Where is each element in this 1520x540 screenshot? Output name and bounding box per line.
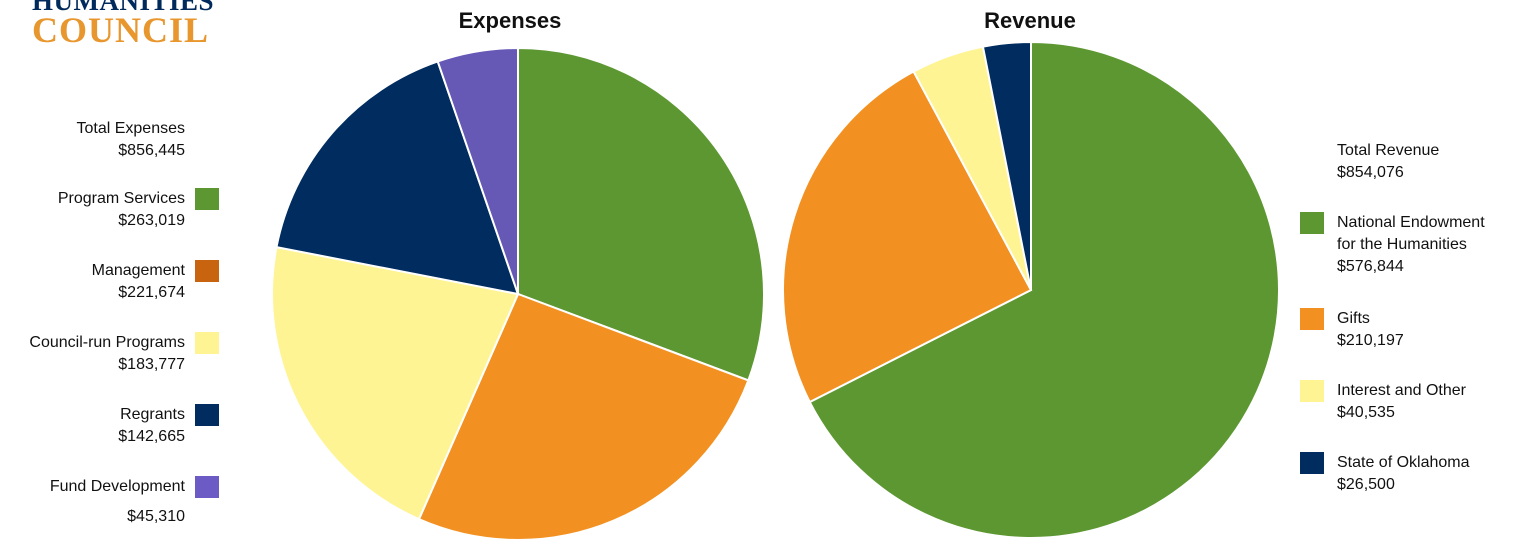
pie-slice-program-services [517,46,765,382]
legend-value-gifts: $210,197 [1337,332,1404,349]
expenses-total-value: $856,445 [118,142,185,159]
legend-label-neh-line2: for the Humanities [1337,236,1467,253]
legend-value-council-run-programs: $183,777 [118,356,185,373]
legend-label-regrants: Regrants [120,406,185,423]
pie-slice-fund-development [436,46,519,295]
expenses-chart-title: Expenses [458,8,562,33]
legend-label-management: Management [91,262,185,279]
logo-line-council: COUNCIL [32,10,210,50]
expenses-pie [271,46,765,540]
legend-label-interest-and-other: Interest and Other [1337,382,1466,399]
legend-value-management: $221,674 [118,284,185,301]
logo: HUMANITIES COUNCIL [32,0,214,51]
expenses-total-label: Total Expenses [76,120,185,137]
legend-swatch-management [195,260,219,282]
legend-label-neh-line1: National Endowment [1337,214,1485,231]
revenue-chart-title: Revenue [984,8,1076,33]
legend-value-interest-and-other: $40,535 [1337,404,1395,421]
legend-swatch-program-services [195,188,219,210]
legend-value-fund-development: $45,310 [127,508,185,525]
legend-swatch-state-of-oklahoma [1300,452,1324,474]
pie-slice-gifts [782,70,1033,404]
revenue-pie [782,40,1280,539]
legend-value-state-of-oklahoma: $26,500 [1337,476,1395,493]
legend-swatch-council-run-programs [195,332,219,354]
legend-swatch-regrants [195,404,219,426]
pie-slice-management [417,292,750,540]
legend-swatch-fund-development [195,476,219,498]
legend-label-program-services: Program Services [57,190,185,207]
pie-slice-council-run-programs [271,245,520,521]
legend-value-regrants: $142,665 [118,428,185,445]
revenue-total-value: $854,076 [1337,164,1404,181]
legend-value-neh: $576,844 [1337,258,1404,275]
legend-label-fund-development: Fund Development [49,478,185,495]
legend-swatch-neh [1300,212,1324,234]
legend-label-gifts: Gifts [1337,310,1370,327]
legend-swatch-gifts [1300,308,1324,330]
pie-slice-national-endowment-for-the-humanities [808,40,1280,539]
logo-line-humanities: HUMANITIES [32,0,215,16]
legend-label-state-of-oklahoma: State of Oklahoma [1337,454,1470,471]
pie-slice-state-of-oklahoma [981,40,1032,291]
legend-label-council-run-programs: Council-run Programs [29,334,185,351]
legend-value-program-services: $263,019 [118,212,185,229]
legend-swatch-interest-and-other [1300,380,1324,402]
revenue-total-label: Total Revenue [1337,142,1440,159]
